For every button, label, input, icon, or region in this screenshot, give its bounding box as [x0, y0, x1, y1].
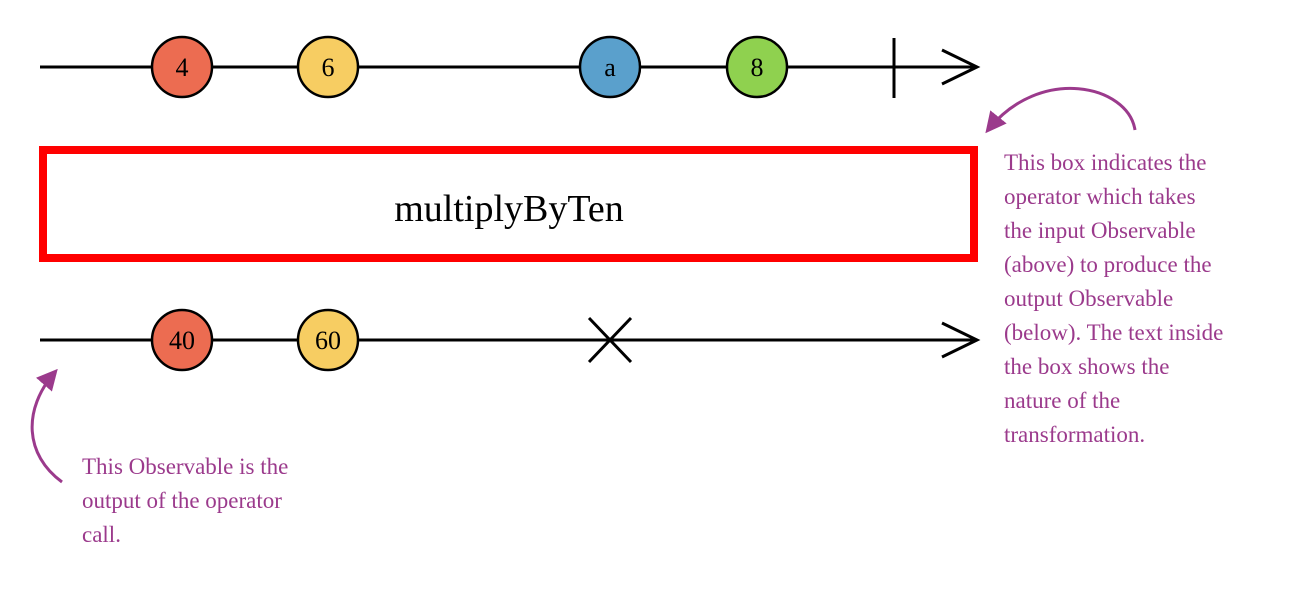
- operator-note-line: This box indicates the: [1004, 150, 1207, 175]
- operator-note-line: the input Observable: [1004, 218, 1196, 243]
- output-note: This Observable is the output of the ope…: [82, 454, 294, 547]
- operator-note-line: (below). The text inside: [1004, 320, 1223, 345]
- output-error-marker: [587, 316, 633, 364]
- output-marble-40: 40: [150, 308, 214, 372]
- output-marble-60-circle: [296, 308, 360, 372]
- input-marble-6-label: 6: [322, 53, 335, 82]
- input-marble-a-label: a: [604, 53, 616, 82]
- operator-box: multiplyByTen: [39, 146, 978, 262]
- operator-note-line: output Observable: [1004, 286, 1173, 311]
- output-marble-40-label: 40: [169, 326, 195, 355]
- output-marble-60: 60: [296, 308, 360, 372]
- output-note-line: output of the operator: [82, 488, 282, 513]
- input-observable: 4 6 a 8: [40, 35, 981, 99]
- input-marble-4-label: 4: [176, 53, 189, 82]
- error-x-stroke-2: [587, 316, 633, 364]
- output-note-line: call.: [82, 522, 121, 547]
- operator-annotation: This box indicates the operator which ta…: [985, 86, 1229, 447]
- output-timeline-arrowhead: [941, 321, 981, 359]
- input-marble-4: 4: [150, 35, 214, 99]
- input-marble-8-label: 8: [751, 53, 764, 82]
- output-annotation-arrow: [30, 368, 63, 484]
- operator-note-line: transformation.: [1004, 422, 1145, 447]
- input-marble-4-circle: [150, 35, 214, 99]
- input-marble-8-circle: [725, 35, 789, 99]
- operator-label: multiplyByTen: [394, 188, 624, 230]
- operator-note-line: (above) to produce the: [1004, 252, 1212, 277]
- input-marble-a: a: [578, 35, 642, 99]
- output-note-line: This Observable is the: [82, 454, 288, 479]
- input-marble-8: 8: [725, 35, 789, 99]
- output-annotation: This Observable is the output of the ope…: [30, 368, 294, 547]
- operator-note-line: nature of the: [1004, 388, 1120, 413]
- input-marble-a-circle: [578, 35, 642, 99]
- output-observable: 40 60: [40, 308, 981, 372]
- operator-box-border: [39, 146, 978, 262]
- operator-note-line: operator which takes: [1004, 184, 1196, 209]
- input-marble-6: 6: [296, 35, 360, 99]
- output-marble-40-circle: [150, 308, 214, 372]
- input-timeline-arrowhead: [941, 48, 981, 86]
- input-marble-6-circle: [296, 35, 360, 99]
- operator-annotation-arrow: [985, 86, 1137, 134]
- operator-note-line: the box shows the: [1004, 354, 1169, 379]
- operator-note: This box indicates the operator which ta…: [1004, 150, 1229, 447]
- output-marble-60-label: 60: [315, 326, 341, 355]
